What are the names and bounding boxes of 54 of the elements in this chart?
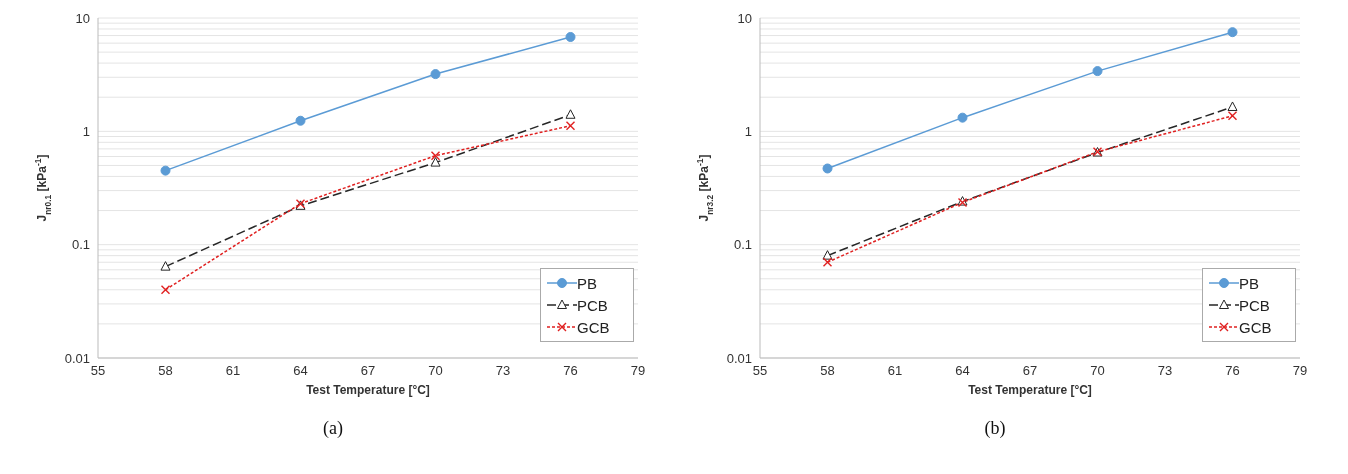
x-tick-label: 61: [887, 363, 903, 379]
y-tick-label: 10: [737, 10, 752, 26]
y-tick-label: 0.1: [733, 237, 752, 253]
x-tick-label: 79: [1292, 363, 1308, 379]
point: [822, 250, 833, 260]
x-tick-label: 67: [1022, 363, 1038, 379]
point: [160, 165, 171, 176]
x-tick-label: 61: [225, 363, 241, 379]
x-axis-title: Test Temperature [°C]: [968, 383, 1092, 397]
y-tick-label: 0.01: [64, 350, 90, 366]
x-tick-label: 76: [1225, 363, 1240, 379]
x-tick-label: 79: [630, 363, 646, 379]
text: (b): [983, 418, 1007, 439]
legend-label: PCB: [577, 296, 608, 314]
point: [565, 31, 576, 42]
x-tick-label: 70: [1090, 363, 1105, 379]
y-tick-label: 1: [744, 123, 752, 139]
point: [565, 121, 576, 131]
point: [160, 261, 171, 271]
x-tick-label: 55: [90, 363, 106, 379]
point: [160, 285, 171, 295]
x-tick-label: 64: [955, 363, 970, 379]
point: [822, 257, 833, 267]
legend-label: GCB: [1239, 318, 1272, 336]
point: [1227, 101, 1238, 111]
point: [1092, 66, 1103, 77]
point: [822, 163, 833, 174]
text: (a): [322, 418, 344, 439]
y-tick-label: 1: [82, 123, 90, 139]
legend-label: PB: [1239, 274, 1260, 292]
x-tick-label: 76: [563, 363, 578, 379]
x-tick-label: 58: [820, 363, 835, 379]
x-tick-label: 67: [360, 363, 376, 379]
point: [295, 115, 306, 126]
legend-label: PCB: [1239, 296, 1270, 314]
x-tick-label: 58: [158, 363, 173, 379]
point: [957, 112, 968, 123]
y-tick-label: 0.01: [726, 350, 752, 366]
legend-label: PB: [577, 274, 598, 292]
point: [430, 157, 441, 167]
point: [430, 150, 441, 161]
y-tick-label: 0.1: [71, 237, 90, 253]
point: [1227, 27, 1238, 38]
x-tick-label: 73: [495, 363, 511, 379]
point: [430, 69, 441, 80]
y-tick-label: 10: [75, 10, 90, 26]
x-tick-label: 70: [428, 363, 443, 379]
legend-label: GCB: [577, 318, 610, 336]
x-tick-label: 55: [752, 363, 768, 379]
x-tick-label: 64: [293, 363, 308, 379]
x-axis-title: Test Temperature [°C]: [306, 383, 430, 397]
point: [1227, 111, 1238, 121]
x-tick-label: 73: [1157, 363, 1173, 379]
point: [565, 109, 576, 119]
